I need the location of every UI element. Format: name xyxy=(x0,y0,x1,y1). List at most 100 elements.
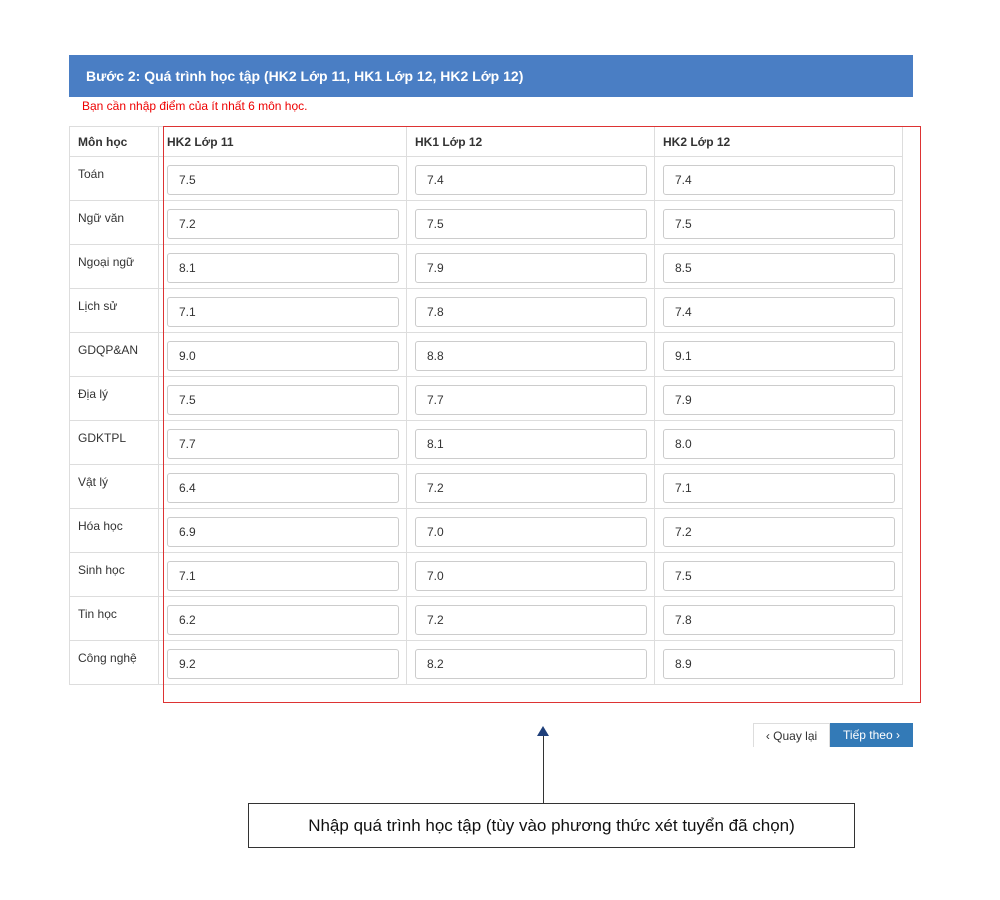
step-header: Bước 2: Quá trình học tập (HK2 Lớp 11, H… xyxy=(69,55,913,97)
table-row: Công nghệ 9.2 8.2 8.9 xyxy=(69,640,903,685)
score-input[interactable]: 9.1 xyxy=(663,341,895,371)
score-input[interactable]: 7.4 xyxy=(415,165,647,195)
table-row: Địa lý 7.5 7.7 7.9 xyxy=(69,376,903,421)
chevron-right-icon: › xyxy=(892,728,900,742)
score-input[interactable]: 7.8 xyxy=(415,297,647,327)
score-input[interactable]: 7.2 xyxy=(415,473,647,503)
score-input[interactable]: 7.4 xyxy=(663,297,895,327)
score-cell: 7.4 xyxy=(654,288,903,333)
score-cell: 8.0 xyxy=(654,420,903,465)
score-input[interactable]: 7.7 xyxy=(167,429,399,459)
table-row: Sinh học 7.1 7.0 7.5 xyxy=(69,552,903,597)
score-input[interactable]: 7.2 xyxy=(415,605,647,635)
score-cell: 7.4 xyxy=(654,156,903,201)
table-row: Ngữ văn 7.2 7.5 7.5 xyxy=(69,200,903,245)
score-cell: 8.9 xyxy=(654,640,903,685)
back-button[interactable]: ‹ Quay lại xyxy=(753,723,830,747)
table-row: Toán 7.5 7.4 7.4 xyxy=(69,156,903,201)
subject-label: GDQP&AN xyxy=(69,332,159,377)
score-cell: 8.5 xyxy=(654,244,903,289)
score-input[interactable]: 7.1 xyxy=(167,561,399,591)
column-header: HK2 Lớp 12 xyxy=(654,126,903,157)
score-cell: 8.1 xyxy=(158,244,407,289)
score-cell: 7.8 xyxy=(406,288,655,333)
score-input[interactable]: 8.2 xyxy=(415,649,647,679)
score-cell: 7.2 xyxy=(406,596,655,641)
score-input[interactable]: 7.0 xyxy=(415,561,647,591)
score-cell: 7.5 xyxy=(158,156,407,201)
score-input[interactable]: 7.1 xyxy=(167,297,399,327)
score-cell: 6.9 xyxy=(158,508,407,553)
score-input[interactable]: 6.9 xyxy=(167,517,399,547)
score-input[interactable]: 7.5 xyxy=(167,165,399,195)
score-cell: 7.9 xyxy=(654,376,903,421)
score-input[interactable]: 8.9 xyxy=(663,649,895,679)
table-row: GDQP&AN 9.0 8.8 9.1 xyxy=(69,332,903,377)
subject-label: GDKTPL xyxy=(69,420,159,465)
score-cell: 7.5 xyxy=(406,200,655,245)
subject-label: Tin học xyxy=(69,596,159,641)
score-cell: 7.1 xyxy=(158,288,407,333)
subject-label: Toán xyxy=(69,156,159,201)
score-input[interactable]: 7.0 xyxy=(415,517,647,547)
score-cell: 7.4 xyxy=(406,156,655,201)
subject-label: Sinh học xyxy=(69,552,159,597)
score-cell: 7.1 xyxy=(158,552,407,597)
score-input[interactable]: 8.1 xyxy=(415,429,647,459)
table-row: Tin học 6.2 7.2 7.8 xyxy=(69,596,903,641)
score-cell: 8.8 xyxy=(406,332,655,377)
score-input[interactable]: 7.5 xyxy=(663,561,895,591)
subject-label: Lịch sử xyxy=(69,288,159,333)
score-input[interactable]: 7.4 xyxy=(663,165,895,195)
score-cell: 7.5 xyxy=(654,552,903,597)
score-input[interactable]: 8.1 xyxy=(167,253,399,283)
score-input[interactable]: 6.2 xyxy=(167,605,399,635)
score-cell: 7.5 xyxy=(158,376,407,421)
column-header: Môn học xyxy=(69,126,159,157)
score-input[interactable]: 6.4 xyxy=(167,473,399,503)
column-header: HK1 Lớp 12 xyxy=(406,126,655,157)
score-input[interactable]: 7.1 xyxy=(663,473,895,503)
score-input[interactable]: 7.5 xyxy=(415,209,647,239)
score-input[interactable]: 7.5 xyxy=(167,385,399,415)
score-cell: 8.1 xyxy=(406,420,655,465)
subject-label: Vật lý xyxy=(69,464,159,509)
score-cell: 6.2 xyxy=(158,596,407,641)
subject-label: Công nghệ xyxy=(69,640,159,685)
score-input[interactable]: 7.2 xyxy=(663,517,895,547)
scores-table: Môn học HK2 Lớp 11 HK1 Lớp 12 HK2 Lớp 12 To… xyxy=(69,126,903,685)
score-input[interactable]: 9.2 xyxy=(167,649,399,679)
score-cell: 7.2 xyxy=(654,508,903,553)
score-cell: 7.7 xyxy=(406,376,655,421)
score-input[interactable]: 7.2 xyxy=(167,209,399,239)
score-input[interactable]: 9.0 xyxy=(167,341,399,371)
arrow-up-icon xyxy=(537,726,549,736)
table-row: GDKTPL 7.7 8.1 8.0 xyxy=(69,420,903,465)
score-input[interactable]: 8.0 xyxy=(663,429,895,459)
warning-message: Bạn cần nhập điểm của ít nhất 6 môn học. xyxy=(82,99,308,113)
arrow-line xyxy=(543,734,544,803)
subject-label: Ngoại ngữ xyxy=(69,244,159,289)
score-cell: 7.0 xyxy=(406,508,655,553)
score-input[interactable]: 7.5 xyxy=(663,209,895,239)
table-row: Lịch sử 7.1 7.8 7.4 xyxy=(69,288,903,333)
next-button[interactable]: Tiếp theo › xyxy=(830,723,913,747)
score-cell: 7.8 xyxy=(654,596,903,641)
score-input[interactable]: 7.9 xyxy=(415,253,647,283)
score-cell: 6.4 xyxy=(158,464,407,509)
chevron-left-icon: ‹ xyxy=(765,729,774,743)
score-cell: 9.1 xyxy=(654,332,903,377)
score-input[interactable]: 7.8 xyxy=(663,605,895,635)
score-cell: 7.2 xyxy=(158,200,407,245)
score-cell: 7.0 xyxy=(406,552,655,597)
score-cell: 9.2 xyxy=(158,640,407,685)
score-input[interactable]: 8.5 xyxy=(663,253,895,283)
score-cell: 8.2 xyxy=(406,640,655,685)
score-cell: 7.9 xyxy=(406,244,655,289)
score-cell: 7.2 xyxy=(406,464,655,509)
column-header: HK2 Lớp 11 xyxy=(158,126,407,157)
score-input[interactable]: 7.7 xyxy=(415,385,647,415)
subject-label: Địa lý xyxy=(69,376,159,421)
score-input[interactable]: 7.9 xyxy=(663,385,895,415)
score-input[interactable]: 8.8 xyxy=(415,341,647,371)
